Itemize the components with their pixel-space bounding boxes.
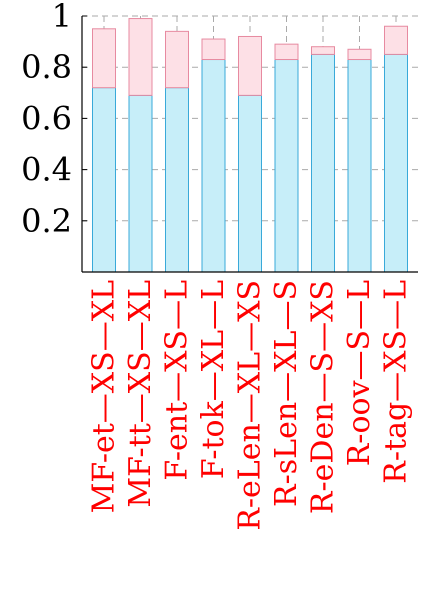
bars	[92, 18, 408, 273]
bar-bottom-8	[384, 53, 408, 273]
y-tick-label-2: 0.6	[21, 99, 72, 137]
y-tick-label-1: 0.4	[21, 151, 72, 189]
x-tick-label-8: R-tag—XS—L	[379, 280, 414, 484]
bar-bottom-3	[201, 59, 226, 273]
bar-top-7	[347, 48, 372, 61]
y-tick-labels: 0.2 0.4 0.6 0.8 1	[21, 0, 72, 240]
bar-top-8	[384, 25, 408, 55]
bar-bottom-2	[165, 87, 189, 273]
bar-bottom-0	[92, 87, 116, 273]
bar-bottom-6	[311, 53, 335, 273]
bar-top-3	[201, 38, 226, 61]
x-tick-label-1: MF-tt—XS—XL	[123, 280, 158, 508]
x-tick-label-6: R-eDen—S—XS	[306, 280, 341, 514]
x-tick-label-3: F-tok—XL—L	[196, 280, 231, 479]
x-tick-label-4: R-eLen—XL—XS	[233, 280, 268, 531]
x-tick-labels: MF-et—XS—XL MF-tt—XS—XL F-ent—XS—L F-tok—XL…	[87, 280, 414, 531]
x-tick-label-2: F-ent—XS—L	[160, 280, 195, 481]
x-tick-label-7: R-oov—S—L	[342, 280, 377, 466]
bar-top-0	[92, 28, 116, 89]
x-tick-label-0: MF-et—XS—XL	[87, 280, 122, 513]
bar-bottom-1	[128, 94, 153, 273]
bar-bottom-4	[238, 94, 262, 273]
x-tick-label-5: R-sLen—XL—S	[269, 280, 304, 507]
bar-top-2	[165, 30, 189, 89]
bar-top-6	[311, 46, 335, 55]
bar-top-5	[274, 43, 299, 61]
y-tick-label-3: 0.8	[21, 48, 72, 86]
bar-top-1	[128, 18, 153, 96]
y-tick-label-0: 0.2	[21, 202, 72, 240]
bar-bottom-5	[274, 59, 299, 273]
axes	[81, 15, 418, 273]
bar-bottom-7	[347, 59, 372, 273]
bar-top-4	[238, 35, 262, 96]
y-tick-label-4: 1	[52, 0, 72, 35]
